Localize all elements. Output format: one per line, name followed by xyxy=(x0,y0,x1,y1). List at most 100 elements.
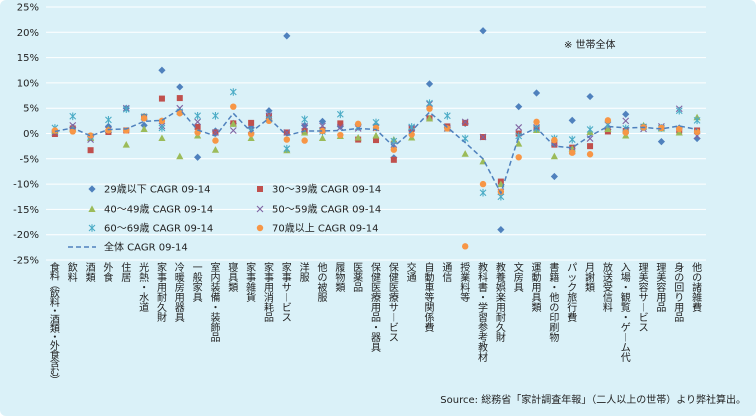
data-point xyxy=(604,125,612,132)
x-tick-label: 通信 xyxy=(442,262,452,284)
data-point xyxy=(336,110,344,119)
y-tick-label: 10% xyxy=(17,78,39,89)
x-tick-label: 保健医療サ︱ビス xyxy=(389,261,399,344)
data-point xyxy=(604,117,612,124)
x-tick-label: 家事用耐久財 xyxy=(157,261,167,324)
data-point xyxy=(657,137,666,146)
x-tick-label: 冷暖房用器具 xyxy=(175,261,185,324)
data-point xyxy=(372,131,380,139)
data-point xyxy=(461,118,469,126)
legend-item: 60～69歳 CAGR 09-14 xyxy=(88,223,213,235)
data-point xyxy=(247,130,255,138)
data-point xyxy=(257,186,263,192)
data-point xyxy=(515,154,522,161)
data-point xyxy=(586,125,594,134)
data-point xyxy=(462,119,469,126)
data-point xyxy=(337,120,344,127)
data-point xyxy=(515,140,523,147)
data-point xyxy=(336,124,344,131)
x-tick-label: 家事用消耗品 xyxy=(264,261,274,324)
y-axis-ticks: 25% 20% 15% 10% 5% 0% -5% -10% -15% -20% -25% xyxy=(13,3,39,267)
x-tick-label: 洋服 xyxy=(300,261,310,284)
data-point xyxy=(443,111,451,120)
data-point xyxy=(479,27,487,35)
y-tick-label: 0% xyxy=(23,129,39,140)
x-tick-label: パック旅行費 xyxy=(567,262,577,324)
data-point xyxy=(229,120,237,127)
legend-label: 全体 CAGR 09-14 xyxy=(104,241,188,254)
data-point xyxy=(247,134,255,142)
x-tick-label: 交通 xyxy=(407,261,417,284)
data-point xyxy=(51,131,58,138)
grid-layer xyxy=(46,6,706,261)
legend-label: 29歳以下 CAGR 09-14 xyxy=(104,184,210,196)
data-point xyxy=(194,123,201,130)
legend-item: 70歳以上 CAGR 09-14 xyxy=(256,223,378,235)
x-tick-label: 教養娯楽用耐久財 xyxy=(496,261,506,344)
data-point xyxy=(301,128,309,136)
data-point xyxy=(256,205,264,213)
data-point xyxy=(479,180,487,188)
data-point xyxy=(390,146,398,153)
data-point xyxy=(301,115,309,124)
data-point xyxy=(693,116,701,125)
x-tick-label: 寝具類 xyxy=(228,261,238,294)
data-point xyxy=(140,125,148,132)
series xyxy=(51,103,701,250)
data-point xyxy=(301,121,309,130)
data-point xyxy=(122,105,130,114)
series-line xyxy=(54,108,698,196)
legend-label: 70歳以上 CAGR 09-14 xyxy=(272,223,378,235)
x-tick-label: 医薬品 xyxy=(353,262,363,294)
legend-item: 40～49歳 CAGR 09-14 xyxy=(88,204,213,216)
data-point xyxy=(622,117,630,125)
data-point xyxy=(256,224,264,232)
data-point xyxy=(515,124,523,131)
x-tick-label: 授業料等 xyxy=(460,261,470,304)
x-tick-label: 他の被服 xyxy=(317,261,327,304)
data-point xyxy=(176,83,184,91)
data-point xyxy=(194,111,202,120)
data-point xyxy=(676,125,683,133)
legend: 29歳以下 CAGR 09-14 30～39歳 CAGR 09-14 40～49歳 … xyxy=(68,184,381,254)
data-point xyxy=(658,124,665,132)
data-point xyxy=(319,127,326,135)
legend-label: 30～39歳 CAGR 09-14 xyxy=(272,184,381,196)
y-tick-label: 20% xyxy=(17,28,39,39)
data-point xyxy=(622,129,629,136)
data-point xyxy=(569,149,576,156)
data-point xyxy=(194,118,202,126)
data-point xyxy=(176,110,183,117)
x-tick-label: 文房具 xyxy=(514,261,524,294)
x-tick-label: 酒類 xyxy=(86,262,96,284)
x-tick-label: 飲料 xyxy=(68,261,78,284)
x-tick-label: 自動車等関係費 xyxy=(425,261,435,334)
data-point xyxy=(248,119,255,126)
x-tick-label: 理美容サ︱ビス xyxy=(639,262,649,334)
data-point xyxy=(337,131,344,139)
data-point xyxy=(158,95,165,102)
series-layer xyxy=(51,27,701,250)
data-point xyxy=(212,137,219,144)
data-point xyxy=(105,127,112,134)
data-point xyxy=(283,144,291,153)
data-point xyxy=(550,172,558,181)
legend-label: 60～69歳 CAGR 09-14 xyxy=(104,223,213,235)
y-tick-label: -5% xyxy=(20,154,39,165)
x-tick-label: 放送受信料 xyxy=(603,261,613,314)
data-point xyxy=(533,118,540,126)
data-point xyxy=(211,146,220,153)
data-point xyxy=(532,89,541,97)
series xyxy=(51,100,701,196)
data-point xyxy=(587,143,594,150)
data-point xyxy=(622,110,630,118)
source-text: Source: 総務省「家計調査年報」（二人以上の世帯）より弊社算出。 xyxy=(440,393,746,406)
data-point xyxy=(408,123,416,131)
data-point xyxy=(301,137,308,144)
x-tick-label: 光熱・水道 xyxy=(139,261,149,314)
annotation-text: ※ 世帯全体 xyxy=(564,38,616,51)
x-tick-label: 教科書・学習参考教材 xyxy=(478,261,488,364)
data-point xyxy=(354,120,362,128)
data-point xyxy=(390,156,397,163)
